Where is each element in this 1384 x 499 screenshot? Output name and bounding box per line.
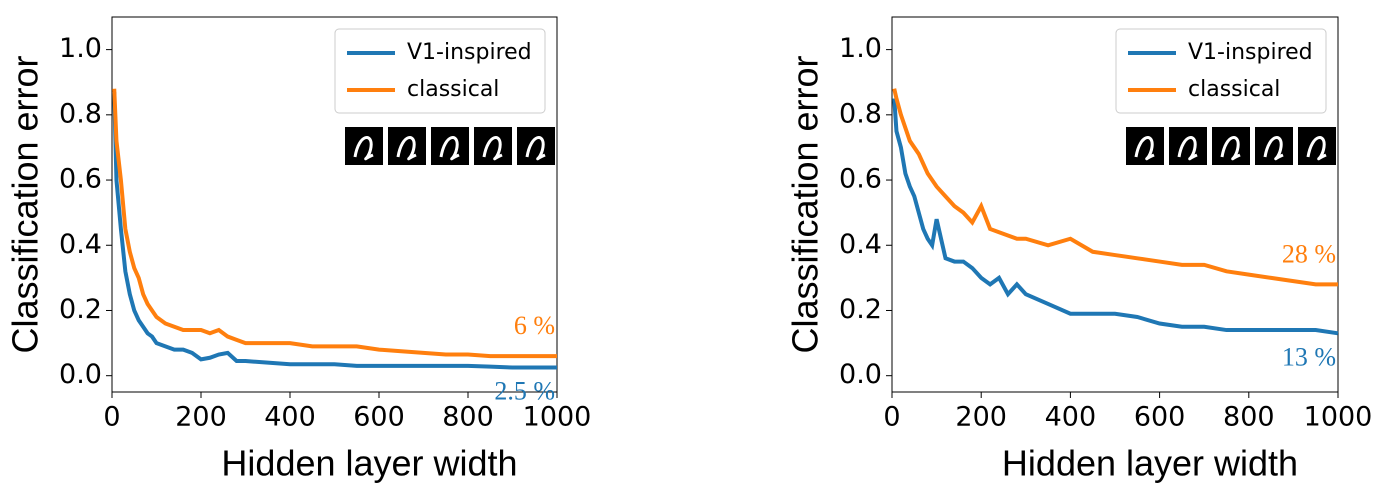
series-line <box>892 88 1338 287</box>
x-tick-label: 200 <box>175 402 227 433</box>
x-tick-label: 800 <box>1223 402 1275 433</box>
thumbnail <box>1298 127 1336 165</box>
thumbnail-stroke <box>1134 136 1155 161</box>
annotation: 28 % <box>1282 239 1336 268</box>
y-tick-label: 0.0 <box>839 359 882 390</box>
thumbnail <box>388 127 426 165</box>
thumbnail <box>1212 127 1250 165</box>
series-line <box>112 88 557 359</box>
x-tick-label: 0 <box>103 402 120 433</box>
y-tick-label: 0.6 <box>839 164 882 195</box>
thumbnail <box>1126 127 1164 165</box>
x-tick-label: 800 <box>442 402 494 433</box>
legend-label: classical <box>1188 77 1280 102</box>
x-tick-label: 0 <box>883 402 900 433</box>
x-tick-label: 400 <box>264 402 316 433</box>
thumbnail-stroke <box>482 136 503 161</box>
y-tick-label: 0.4 <box>59 229 102 260</box>
series-line <box>892 98 1339 336</box>
x-tick-label: 1000 <box>523 402 592 433</box>
series-line <box>112 91 557 370</box>
thumbnail-stroke <box>1263 136 1284 161</box>
y-tick-label: 0.2 <box>839 294 882 325</box>
plot: 0.0 0.2 0.4 0.6 0.8 1.0 0 200 400 600 800 1000Hidde… <box>785 16 1373 484</box>
x-tick-label: 1000 <box>1304 402 1373 433</box>
x-axis-label: Hidden layer width <box>221 443 517 484</box>
thumbnail-stroke <box>1306 136 1327 161</box>
legend-label: V1-inspired <box>407 40 532 65</box>
thumbnail-stroke <box>353 136 374 161</box>
thumbnail <box>431 127 469 165</box>
thumbnail <box>517 127 555 165</box>
plot: 0.0 0.2 0.4 0.6 0.8 1.0 0 200 400 600 800 1000Hidde… <box>5 16 592 484</box>
thumbnail-stroke <box>439 136 460 161</box>
legend-label: classical <box>407 77 499 102</box>
plot-frame <box>891 16 1339 393</box>
y-tick-label: 0.2 <box>59 294 102 325</box>
y-tick-label: 1.0 <box>59 33 102 64</box>
x-tick-label: 200 <box>955 402 1007 433</box>
y-tick-label: 0.4 <box>839 229 882 260</box>
x-axis-label: Hidden layer width <box>1002 443 1298 484</box>
plot-frame <box>111 16 558 393</box>
thumbnail <box>1169 127 1207 165</box>
x-tick-label: 600 <box>1134 402 1186 433</box>
legend-label: V1-inspired <box>1188 40 1313 65</box>
y-tick-label: 0.6 <box>59 164 102 195</box>
thumbnail-stroke <box>396 136 417 161</box>
thumbnail-stroke <box>1220 136 1241 161</box>
thumbnail <box>1255 127 1293 165</box>
annotation: 6 % <box>514 311 555 340</box>
annotation: 13 % <box>1282 342 1336 371</box>
thumbnail <box>345 127 383 165</box>
y-tick-label: 0.8 <box>59 98 102 129</box>
thumbnail-stroke <box>1177 136 1198 161</box>
x-tick-label: 400 <box>1045 402 1097 433</box>
y-tick-label: 0.0 <box>59 359 102 390</box>
thumbnail <box>474 127 512 165</box>
y-axis-label: Classification error <box>5 55 46 353</box>
y-axis-label: Classification error <box>785 55 826 353</box>
y-tick-label: 1.0 <box>839 33 882 64</box>
thumbnail-stroke <box>525 136 546 161</box>
x-tick-label: 600 <box>353 402 405 433</box>
annotation: 2.5 % <box>494 377 555 406</box>
y-tick-label: 0.8 <box>839 98 882 129</box>
